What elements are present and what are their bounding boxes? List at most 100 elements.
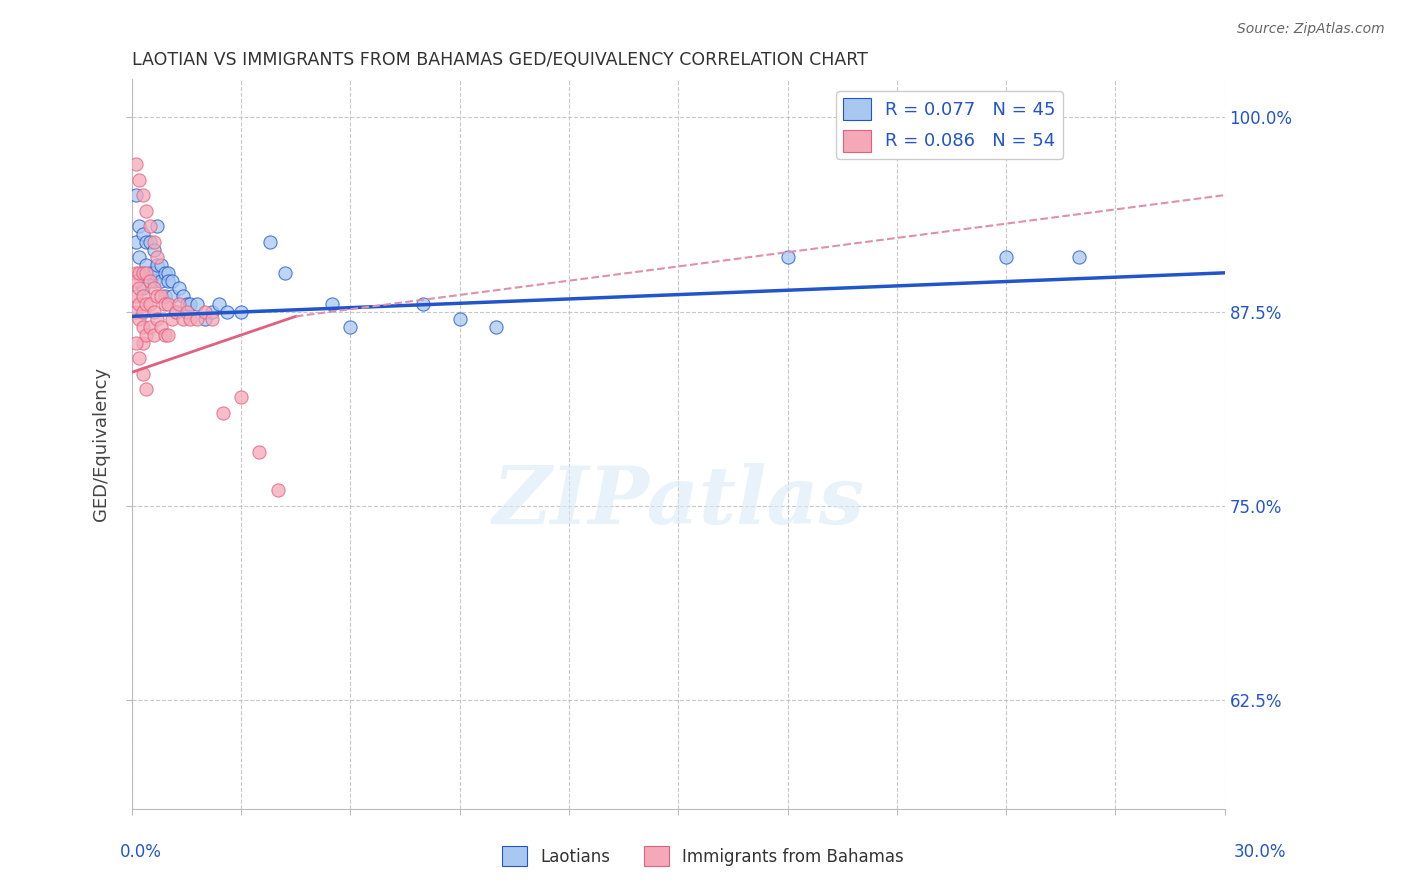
Point [176, 297, 198, 311]
Point [146, 219, 169, 234]
Text: 30.0%: 30.0% [1234, 843, 1286, 861]
Point [150, 274, 173, 288]
Point [412, 297, 434, 311]
Point [485, 320, 508, 334]
Point [128, 266, 150, 280]
Point [208, 297, 231, 311]
Point [142, 304, 165, 318]
Point [146, 289, 169, 303]
Point [157, 266, 180, 280]
Text: LAOTIAN VS IMMIGRANTS FROM BAHAMAS GED/EQUIVALENCY CORRELATION CHART: LAOTIAN VS IMMIGRANTS FROM BAHAMAS GED/E… [132, 51, 868, 69]
Point [247, 444, 270, 458]
Point [135, 203, 157, 218]
Point [176, 304, 198, 318]
Point [128, 172, 150, 186]
Point [124, 274, 146, 288]
Point [135, 258, 157, 272]
Point [128, 312, 150, 326]
Point [132, 188, 155, 202]
Point [172, 289, 194, 303]
Point [124, 304, 146, 318]
Text: 0.0%: 0.0% [120, 843, 162, 861]
Point [142, 274, 165, 288]
Point [146, 258, 169, 272]
Point [259, 235, 281, 249]
Point [186, 312, 208, 326]
Legend: R = 0.077   N = 45, R = 0.086   N = 54: R = 0.077 N = 45, R = 0.086 N = 54 [837, 91, 1063, 159]
Point [157, 274, 180, 288]
Y-axis label: GED/Equivalency: GED/Equivalency [93, 367, 110, 521]
Point [132, 266, 155, 280]
Point [135, 383, 157, 397]
Point [135, 328, 157, 343]
Point [231, 304, 253, 318]
Point [139, 274, 162, 288]
Point [153, 328, 176, 343]
Point [167, 281, 190, 295]
Point [266, 483, 288, 498]
Point [132, 289, 155, 303]
Point [132, 367, 155, 381]
Text: ZIPatlas: ZIPatlas [492, 464, 865, 541]
Point [165, 304, 187, 318]
Point [139, 235, 162, 249]
Point [150, 258, 173, 272]
Point [201, 312, 224, 326]
Point [139, 219, 162, 234]
Point [160, 289, 183, 303]
Point [142, 266, 165, 280]
Point [142, 328, 165, 343]
Point [135, 235, 157, 249]
Point [157, 297, 180, 311]
Point [1067, 250, 1090, 264]
Point [146, 312, 169, 326]
Point [132, 304, 155, 318]
Point [321, 297, 343, 311]
Point [128, 250, 150, 264]
Point [128, 219, 150, 234]
Point [179, 297, 201, 311]
Point [150, 320, 173, 334]
Point [150, 289, 173, 303]
Point [139, 266, 162, 280]
Point [215, 304, 238, 318]
Point [132, 281, 155, 295]
Point [128, 351, 150, 366]
Legend: Laotians, Immigrants from Bahamas: Laotians, Immigrants from Bahamas [495, 839, 911, 873]
Point [339, 320, 361, 334]
Point [153, 289, 176, 303]
Point [776, 250, 799, 264]
Point [179, 312, 201, 326]
Point [132, 335, 155, 350]
Point [124, 335, 146, 350]
Point [153, 266, 176, 280]
Point [142, 281, 165, 295]
Text: Source: ZipAtlas.com: Source: ZipAtlas.com [1237, 22, 1385, 37]
Point [186, 297, 208, 311]
Point [132, 266, 155, 280]
Point [449, 312, 471, 326]
Point [135, 266, 157, 280]
Point [167, 297, 190, 311]
Point [160, 274, 183, 288]
Point [124, 157, 146, 171]
Point [132, 320, 155, 334]
Point [142, 235, 165, 249]
Point [194, 304, 217, 318]
Point [146, 250, 169, 264]
Point [135, 297, 157, 311]
Point [142, 243, 165, 257]
Point [231, 390, 253, 404]
Point [212, 406, 235, 420]
Point [165, 304, 187, 318]
Point [132, 227, 155, 241]
Point [128, 297, 150, 311]
Point [160, 312, 183, 326]
Point [153, 297, 176, 311]
Point [995, 250, 1018, 264]
Point [124, 289, 146, 303]
Point [274, 266, 297, 280]
Point [139, 297, 162, 311]
Point [128, 281, 150, 295]
Point [124, 235, 146, 249]
